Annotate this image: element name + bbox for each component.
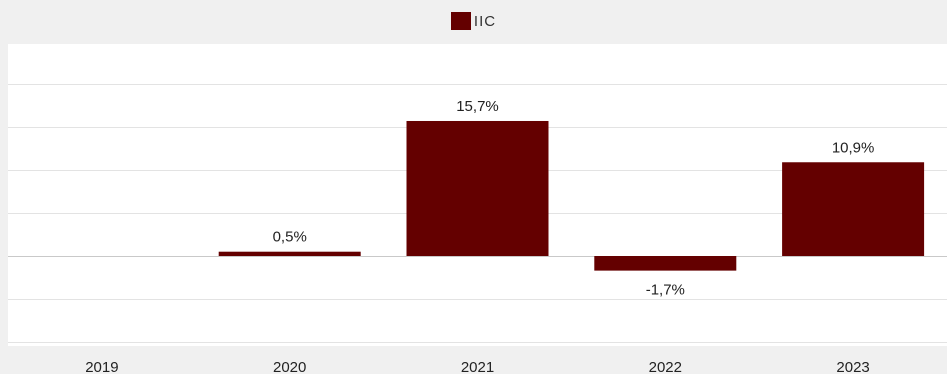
bar-2021[interactable]: [406, 120, 549, 256]
x-tick-label: 2020: [273, 359, 306, 374]
bar-2022[interactable]: [594, 256, 737, 271]
legend-swatch: [450, 12, 471, 30]
data-label-2021: 15,7%: [456, 98, 499, 115]
bar-2023[interactable]: [782, 162, 925, 256]
legend: IIC: [0, 12, 947, 30]
x-tick-label: 2023: [836, 359, 869, 374]
x-tick-label: 2021: [461, 359, 494, 374]
data-label-2022: -1,7%: [646, 282, 685, 299]
bar-2020[interactable]: [218, 251, 361, 256]
data-label-2020: 0,5%: [273, 229, 307, 246]
x-tick-label: 2022: [649, 359, 682, 374]
legend-label: IIC: [473, 12, 497, 30]
data-label-2023: 10,9%: [832, 139, 875, 156]
x-tick-label: 2019: [85, 359, 118, 374]
